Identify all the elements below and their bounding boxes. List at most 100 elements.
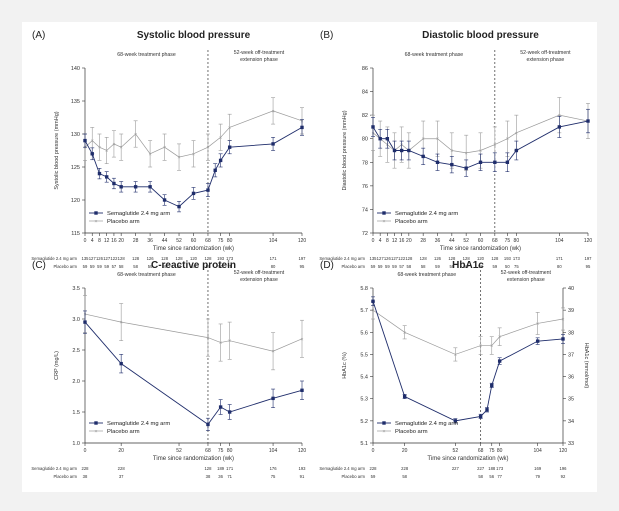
legend-marker-semaglutide <box>94 211 98 215</box>
data-point-semaglutide <box>493 160 497 164</box>
x-tick-label: 104 <box>269 238 278 244</box>
x-tick-label: 75 <box>218 238 224 244</box>
data-point-placebo: × <box>271 109 274 115</box>
risk-table-cell: 59 <box>371 264 376 269</box>
data-point-placebo: × <box>219 341 222 347</box>
data-point-semaglutide <box>271 396 275 401</box>
risk-table-cell: 128 <box>405 256 413 261</box>
risk-table-cell: 228 <box>370 466 378 471</box>
x-axis-label: Time since randomization (wk) <box>153 456 234 462</box>
risk-table-cell: 58 <box>421 264 426 269</box>
data-point-semaglutide <box>450 162 454 167</box>
risk-table-cell: 37 <box>119 474 124 479</box>
x-tick-label: 16 <box>111 238 117 244</box>
y-tick-label: 2.0 <box>72 379 80 385</box>
data-point-semaglutide <box>497 359 502 363</box>
data-point-semaglutide <box>227 410 232 414</box>
data-point-semaglutide <box>162 198 167 202</box>
data-point-semaglutide <box>83 138 87 143</box>
panel-letter: (D) <box>320 260 334 271</box>
y-tick-label: 5.5 <box>360 352 368 358</box>
risk-table-cell: 173 <box>496 466 504 471</box>
risk-table-cell: 169 <box>534 466 542 471</box>
risk-table-cell: 58 <box>119 264 124 269</box>
y-axis-label: CRP (mg/L) <box>54 351 60 380</box>
data-point-placebo: × <box>83 145 86 151</box>
risk-table-cell: 57 <box>112 264 117 269</box>
y-tick-label: 82 <box>362 113 368 119</box>
risk-table-cell: 173 <box>513 256 521 261</box>
risk-table-row-label: Semaglutide 2.4 mg arm <box>31 466 77 471</box>
data-point-semaglutide <box>402 394 407 399</box>
risk-table-cell: 126 <box>96 256 104 261</box>
risk-table-cell: 193 <box>299 466 307 471</box>
risk-table-cell: 59 <box>104 264 109 269</box>
risk-table-cell: 122 <box>110 256 118 261</box>
y-tick-label: 80 <box>362 137 368 143</box>
x-tick-label: 52 <box>463 238 469 244</box>
y-tick-label: 84 <box>362 90 368 96</box>
data-point-placebo: × <box>561 317 564 323</box>
risk-table-cell: 59 <box>464 264 469 269</box>
data-point-placebo: × <box>422 137 425 143</box>
x-tick-label: 120 <box>584 238 593 244</box>
y-tick-label: 120 <box>71 198 80 204</box>
data-point-semaglutide <box>399 148 404 153</box>
legend-label-placebo: Placebo arm <box>107 429 140 435</box>
series-line-placebo <box>84 110 303 158</box>
data-point-placebo: × <box>271 349 274 355</box>
risk-table-cell: 95 <box>586 264 591 269</box>
x-tick-label: 4 <box>91 238 94 244</box>
risk-table-row-label: Placebo arm <box>53 474 77 479</box>
y-tick-label: 78 <box>362 160 368 166</box>
data-point-placebo: × <box>177 155 180 161</box>
data-point-semaglutide <box>371 125 375 129</box>
data-point-semaglutide <box>213 168 217 172</box>
phase-label-extension: extension phase <box>507 277 545 283</box>
x-tick-label: 0 <box>372 238 375 244</box>
x-tick-label: 120 <box>559 448 568 454</box>
y-tick-label: 5.6 <box>360 330 368 336</box>
y-axis-label: Diastolic blood pressure (mmHg) <box>342 110 348 190</box>
risk-table-cell: 128 <box>132 256 140 261</box>
data-point-semaglutide <box>83 320 87 324</box>
x-tick-label: 80 <box>497 448 503 454</box>
risk-table-cell: 128 <box>204 466 212 471</box>
x-tick-label: 52 <box>453 448 459 454</box>
y-axis-label: Systolic blood pressure (mmHg) <box>54 111 60 189</box>
legend-marker-semaglutide <box>382 211 386 215</box>
phase-label-treatment: 68-week treatment phase <box>117 272 176 278</box>
phase-label-treatment: 68-week treatment phase <box>398 272 457 278</box>
y-tick-label: 1.5 <box>72 410 80 416</box>
risk-table-cell: 128 <box>204 256 212 261</box>
y-tick-label: 5.8 <box>360 286 368 292</box>
panel-letter: (B) <box>320 30 333 41</box>
risk-table-cell: 127 <box>89 256 97 261</box>
data-point-placebo: × <box>498 335 501 341</box>
legend-label-placebo: Placebo arm <box>107 219 140 225</box>
x-tick-label: 68 <box>205 238 211 244</box>
legend-marker-placebo: × <box>94 219 97 225</box>
risk-table-row-label: Semaglutide 2.4 mg arm <box>319 466 365 471</box>
phase-label-extension: extension phase <box>240 277 278 283</box>
y-tick-label: 1.0 <box>72 441 80 447</box>
data-point-placebo: × <box>493 143 496 149</box>
data-point-placebo: × <box>98 145 101 151</box>
x-tick-label: 20 <box>402 448 408 454</box>
legend-marker-semaglutide <box>94 421 98 425</box>
risk-table-row-label: Semaglutide 2.4 mg arm <box>31 256 77 261</box>
data-point-semaglutide <box>300 388 304 392</box>
data-point-semaglutide <box>119 185 123 189</box>
data-point-semaglutide <box>385 137 390 141</box>
phase-label-treatment: 68-week treatment phase <box>117 52 176 58</box>
x-tick-label: 60 <box>191 238 197 244</box>
risk-table-cell: 171 <box>226 466 234 471</box>
data-point-placebo: × <box>403 330 406 336</box>
y-tick-label: 135 <box>71 99 80 105</box>
risk-table-cell: 36 <box>218 474 223 479</box>
x-tick-label: 28 <box>133 238 139 244</box>
legend-label-semaglutide: Semaglutide 2.4 mg arm <box>395 211 458 217</box>
risk-table-cell: 228 <box>401 466 409 471</box>
risk-table-row-label: Placebo arm <box>341 474 365 479</box>
risk-table-cell: 128 <box>448 256 456 261</box>
